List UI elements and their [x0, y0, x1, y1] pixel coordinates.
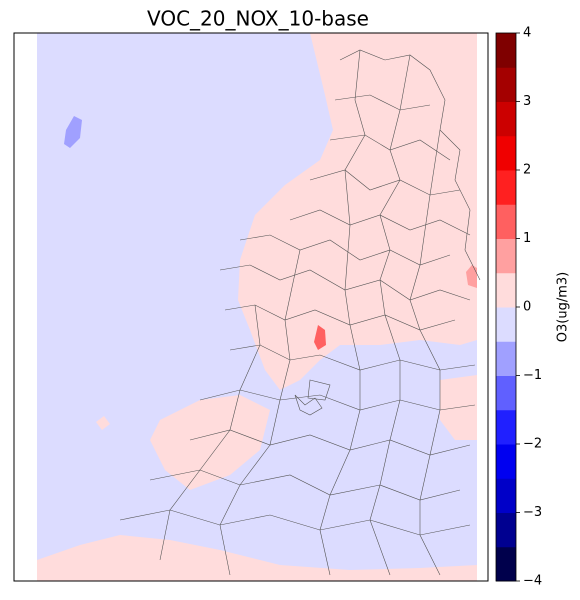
colorbar-tick-label: −3 — [523, 505, 542, 520]
colorbar-tick-label: −1 — [523, 368, 542, 383]
colorbar-band — [496, 307, 516, 342]
colorbar-band — [496, 375, 516, 411]
region — [96, 416, 110, 430]
region — [37, 535, 477, 581]
colorbar-band — [496, 33, 516, 68]
region — [64, 116, 82, 148]
colorbar-band — [496, 546, 516, 582]
map — [37, 33, 481, 581]
colorbar-tick-label: 0 — [523, 300, 531, 315]
region — [314, 325, 326, 350]
colorbar-tick-label: 3 — [523, 94, 531, 109]
colorbar-tick-label: −4 — [523, 574, 542, 589]
colorbar-tick-label: −2 — [523, 437, 542, 452]
region — [238, 33, 477, 390]
district-lines — [119, 49, 481, 576]
map-title: VOC_20_NOX_10-base — [147, 7, 369, 31]
colorbar-band — [496, 478, 516, 513]
colorbar-band — [496, 238, 516, 274]
colorbar-band — [496, 101, 516, 137]
region — [150, 395, 270, 490]
colorbar-band — [496, 204, 516, 239]
colorbar — [496, 33, 516, 582]
colorbar-band — [496, 67, 516, 102]
region — [466, 265, 477, 288]
colorbar-band — [496, 512, 516, 548]
colorbar-label: O3(ug/m3) — [556, 272, 571, 342]
colorbar-band — [496, 409, 516, 445]
colorbar-tick-label: 4 — [523, 26, 531, 41]
map-frame — [13, 32, 489, 582]
colorbar-tick-label: 1 — [523, 231, 531, 246]
colorbar-band — [496, 272, 516, 308]
colorbar-band — [496, 341, 516, 376]
colorbar-band — [496, 170, 516, 205]
colorbar-band — [496, 135, 516, 171]
colorbar-band — [496, 444, 516, 479]
colorbar-tick-label: 2 — [523, 163, 531, 178]
